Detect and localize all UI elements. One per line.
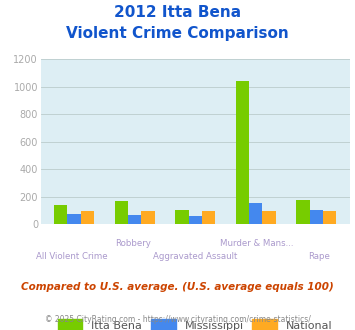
Text: © 2025 CityRating.com - https://www.cityrating.com/crime-statistics/: © 2025 CityRating.com - https://www.city… xyxy=(45,315,310,324)
Bar xyxy=(262,211,276,224)
Bar xyxy=(141,211,155,224)
Text: Robbery: Robbery xyxy=(115,239,152,248)
Text: Murder & Mans...: Murder & Mans... xyxy=(220,239,294,248)
Bar xyxy=(189,216,202,224)
Bar xyxy=(310,210,323,224)
Bar xyxy=(296,200,310,224)
Bar xyxy=(236,81,249,224)
Bar xyxy=(54,205,67,224)
Text: 2012 Itta Bena: 2012 Itta Bena xyxy=(114,5,241,20)
Text: Aggravated Assault: Aggravated Assault xyxy=(153,252,237,261)
Bar xyxy=(323,211,336,224)
Bar xyxy=(81,211,94,224)
Text: All Violent Crime: All Violent Crime xyxy=(36,252,108,261)
Text: Rape: Rape xyxy=(308,252,330,261)
Legend: Itta Bena, Mississippi, National: Itta Bena, Mississippi, National xyxy=(55,316,336,330)
Bar xyxy=(202,211,215,224)
Bar xyxy=(175,210,189,224)
Text: Violent Crime Comparison: Violent Crime Comparison xyxy=(66,26,289,41)
Text: Compared to U.S. average. (U.S. average equals 100): Compared to U.S. average. (U.S. average … xyxy=(21,282,334,292)
Bar xyxy=(128,215,141,224)
Bar xyxy=(115,201,128,224)
Bar xyxy=(67,214,81,224)
Bar xyxy=(249,203,262,224)
